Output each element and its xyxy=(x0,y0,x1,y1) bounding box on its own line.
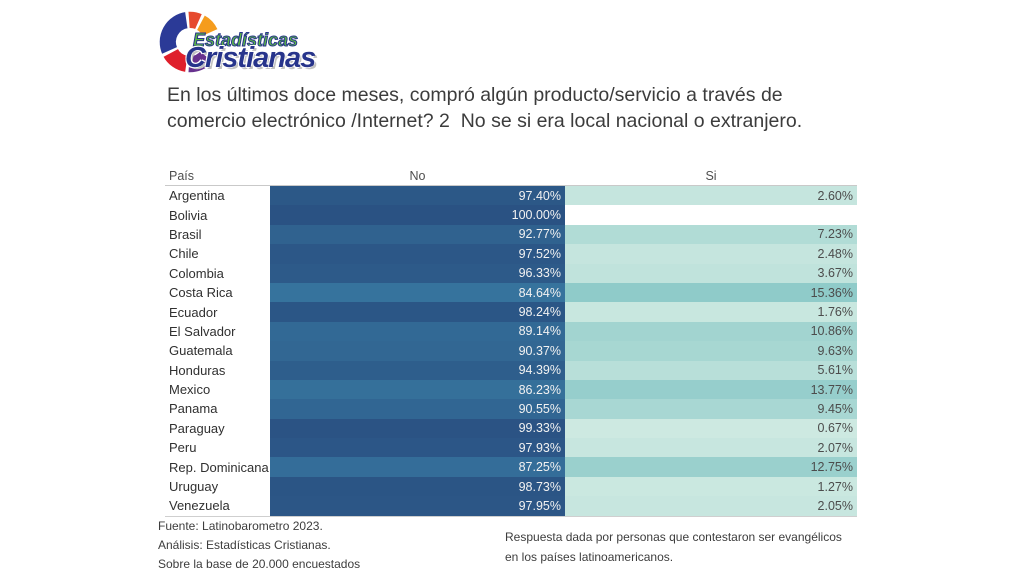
table-row: Brasil 92.77% 7.23% xyxy=(165,224,857,245)
methodology-note: Respuesta dada por personas que contesta… xyxy=(505,530,842,564)
table-row: Mexico 86.23% 13.77% xyxy=(165,379,857,400)
country-label: Paraguay xyxy=(165,418,270,439)
country-label: Rep. Dominicana xyxy=(165,457,270,477)
no-value-cell: 94.39% xyxy=(270,360,565,380)
country-label: Uruguay xyxy=(165,476,270,497)
table-row: Chile 97.52% 2.48% xyxy=(165,244,857,264)
si-value-cell: 10.86% xyxy=(565,321,857,342)
no-value-cell: 97.52% xyxy=(270,244,565,264)
si-value-cell: 3.67% xyxy=(565,263,857,283)
table-row: Uruguay 98.73% 1.27% xyxy=(165,476,857,497)
table-row: Peru 97.93% 2.07% xyxy=(165,438,857,458)
table-row: Guatemala 90.37% 9.63% xyxy=(165,341,857,361)
source-notes: Fuente: Latinobarometro 2023. Análisis: … xyxy=(158,517,360,574)
table-row: Ecuador 98.24% 1.76% xyxy=(165,302,857,322)
no-value-cell: 84.64% xyxy=(270,282,565,303)
logo-segment-red xyxy=(161,47,189,74)
country-label: Honduras xyxy=(165,360,270,380)
no-value-cell: 90.55% xyxy=(270,399,565,419)
country-label: Costa Rica xyxy=(165,282,270,303)
no-value-cell: 100.00% xyxy=(270,205,565,225)
logo-wordmark-line2: Cristianas xyxy=(185,42,316,74)
highlight-table: País No Si Argentina 97.40% 2.60% Bolivia 10… xyxy=(165,169,857,517)
table-row: Venezuela 97.95% 2.05% xyxy=(165,496,857,516)
si-value-cell: 7.23% xyxy=(565,224,857,245)
column-header-si: Si xyxy=(705,169,717,183)
si-value-cell: 0.67% xyxy=(565,418,857,439)
no-value-cell: 92.77% xyxy=(270,224,565,245)
si-value-cell xyxy=(565,205,857,225)
table-body: Argentina 97.40% 2.60% Bolivia 100.00% Brasil… xyxy=(165,186,857,517)
si-value-cell: 15.36% xyxy=(565,282,857,303)
si-value-cell: 2.60% xyxy=(565,186,857,206)
country-label: Colombia xyxy=(165,263,270,283)
column-header-pais: País xyxy=(169,169,195,183)
logo-segment-purple xyxy=(187,49,215,74)
logo-segment-coral xyxy=(187,10,204,31)
no-value-cell: 98.73% xyxy=(270,476,565,497)
table-row: Colombia 96.33% 3.67% xyxy=(165,263,857,283)
estadisticas-cristianas-logo: Estadísticas Cristianas xyxy=(156,6,386,78)
no-value-cell: 97.93% xyxy=(270,438,565,458)
no-value-cell: 89.14% xyxy=(270,321,565,342)
si-value-cell: 2.07% xyxy=(565,438,857,458)
country-label: Venezuela xyxy=(165,496,270,516)
si-value-cell: 9.63% xyxy=(565,341,857,361)
no-value-cell: 98.24% xyxy=(270,302,565,322)
no-value-cell: 97.95% xyxy=(270,496,565,516)
source-line-base: Sobre la base de 20.000 encuestados xyxy=(158,557,361,571)
country-label: Brasil xyxy=(165,224,270,245)
table-header-row: País No Si xyxy=(165,169,857,186)
country-label: Chile xyxy=(165,244,270,264)
donut-chart-logo-icon xyxy=(158,10,220,74)
si-value-cell: 1.27% xyxy=(565,476,857,497)
si-value-cell: 12.75% xyxy=(565,457,857,477)
source-line-analisis: Análisis: Estadísticas Cristianas. xyxy=(158,538,331,552)
table-row: Honduras 94.39% 5.61% xyxy=(165,360,857,380)
country-label: Panama xyxy=(165,399,270,419)
table-row: Costa Rica 84.64% 15.36% xyxy=(165,282,857,303)
country-label: Mexico xyxy=(165,379,270,400)
no-value-cell: 86.23% xyxy=(270,379,565,400)
no-value-cell: 97.40% xyxy=(270,186,565,206)
country-label: Bolivia xyxy=(165,205,270,225)
column-header-no: No xyxy=(409,169,426,183)
table-row: Paraguay 99.33% 0.67% xyxy=(165,418,857,439)
table-row: Bolivia 100.00% xyxy=(165,205,857,225)
country-label: Guatemala xyxy=(165,341,270,361)
si-value-cell: 2.05% xyxy=(565,496,857,516)
no-value-cell: 99.33% xyxy=(270,418,565,439)
table-row: El Salvador 89.14% 10.86% xyxy=(165,321,857,342)
logo-segment-orange xyxy=(195,13,220,38)
logo-segment-blue xyxy=(158,10,189,56)
si-value-cell: 1.76% xyxy=(565,302,857,322)
si-value-cell: 2.48% xyxy=(565,244,857,264)
si-value-cell: 13.77% xyxy=(565,379,857,400)
country-label: Argentina xyxy=(165,186,270,206)
country-label: El Salvador xyxy=(165,321,270,342)
si-value-cell: 9.45% xyxy=(565,399,857,419)
no-value-cell: 87.25% xyxy=(270,457,565,477)
no-value-cell: 96.33% xyxy=(270,263,565,283)
country-label: Peru xyxy=(165,438,270,458)
table-row: Rep. Dominicana 87.25% 12.75% xyxy=(165,457,857,477)
table-row: Argentina 97.40% 2.60% xyxy=(165,186,857,206)
source-line-fuente: Fuente: Latinobarometro 2023. xyxy=(158,519,323,533)
chart-title: En los últimos doce meses, compró algún … xyxy=(167,84,803,132)
si-value-cell: 5.61% xyxy=(565,360,857,380)
logo-wordmark-line1: Estadísticas xyxy=(192,30,299,51)
country-label: Ecuador xyxy=(165,302,270,322)
table-row: Panama 90.55% 9.45% xyxy=(165,399,857,419)
no-value-cell: 90.37% xyxy=(270,341,565,361)
